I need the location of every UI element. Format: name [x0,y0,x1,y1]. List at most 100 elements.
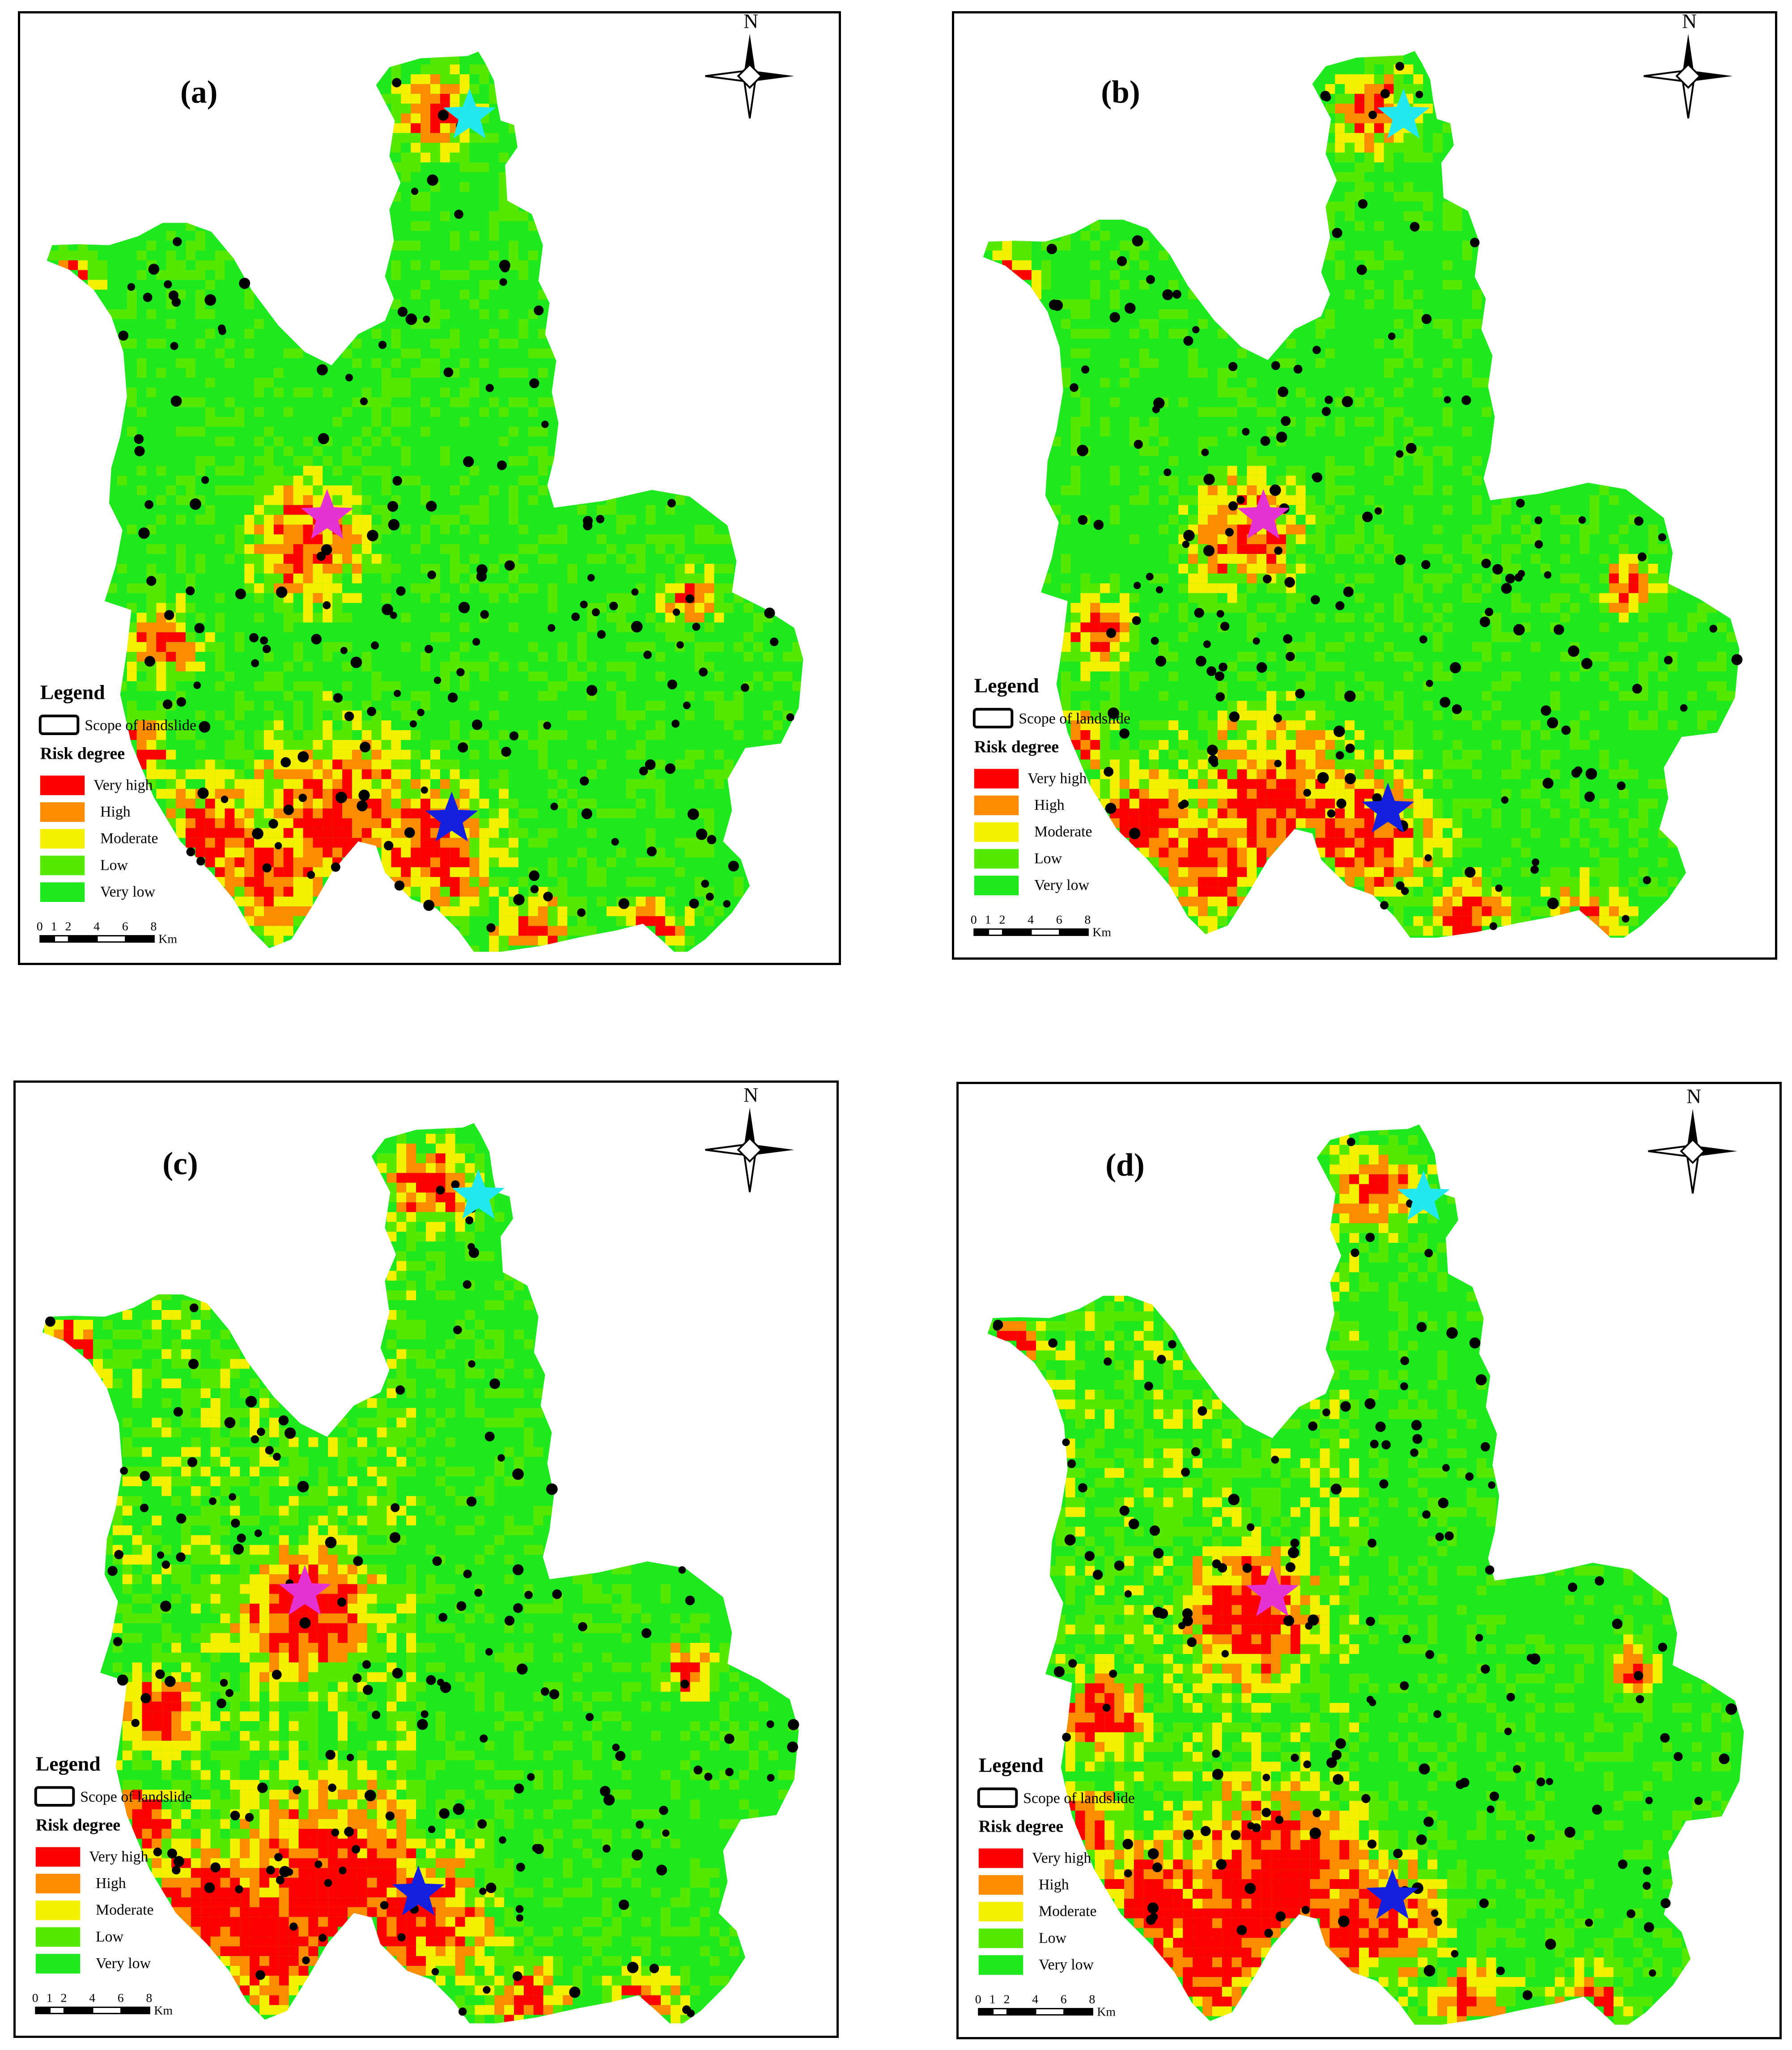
scale-tick: 6 [118,1991,124,2005]
landslide-point [1673,1752,1683,1761]
landslide-point [615,1751,626,1761]
landslide-point [1340,1401,1351,1412]
landslide-point [618,898,629,909]
scale-tick: 0 [975,1993,981,2007]
landslide-point [1527,1834,1535,1842]
landslide-point [659,1806,668,1815]
landslide-point [1513,624,1525,636]
landslide-point [1197,1406,1207,1416]
landslide-point [1218,1563,1227,1573]
landslide-point [1214,671,1225,681]
landslide-point [1308,1421,1318,1431]
landslide-point [1645,1797,1653,1804]
landslide-point [1465,867,1476,878]
scale-tick: 0 [37,920,43,934]
landslide-point [283,804,294,815]
star-south-icon [1366,1869,1419,1919]
landslide-point [1401,887,1409,895]
landslide-point [273,1453,281,1461]
landslide-point [1284,577,1295,588]
landslide-point [1444,396,1451,404]
landslide-point [1312,345,1321,354]
landslide-point [1361,1794,1371,1803]
landslide-point [451,1180,460,1189]
landslide-point [1456,1780,1465,1789]
landslide-point [1293,365,1303,374]
landslide-point [251,659,259,668]
landslide-point [331,1829,340,1837]
landslide-point [1362,511,1373,523]
landslide-point [1301,1905,1310,1914]
landslide-point [170,396,182,407]
landslide-point [468,1247,480,1258]
landslide-point [1534,516,1542,524]
landslide-point [437,110,449,121]
landslide-point [339,1867,347,1875]
landslide-point [692,622,701,631]
legend-item: Low [100,857,128,873]
landslide-point [1147,1902,1159,1914]
landslide-point [788,1719,799,1731]
landslide-point [1253,637,1260,645]
landslide-point [676,641,684,649]
legend-item: Moderate [1034,824,1092,840]
landslide-point [497,1454,505,1462]
landslide-point [1370,1440,1379,1449]
landslide-point [344,711,354,721]
landslide-point [1231,1830,1241,1840]
landslide-point [426,501,437,512]
landslide-point [1434,1918,1442,1926]
landslide-point [1345,773,1356,784]
landslide-point [550,803,558,811]
landslide-point [1542,778,1554,789]
landslide-point [463,1280,471,1289]
landslide-point [360,397,368,405]
landslide-point [1423,1816,1434,1827]
legend-item: Moderate [1039,1903,1097,1920]
north-label: N [1682,13,1697,33]
landslide-point [1333,725,1345,737]
landslide-point [1512,1765,1521,1774]
landslide-point [345,374,353,382]
landslide-point [254,1529,262,1537]
scale-tick: 1 [989,1993,996,2007]
landslide-point [436,1186,445,1195]
star-center-icon [1246,1566,1299,1616]
landslide-point [1578,516,1586,524]
landslide-point [1312,472,1323,483]
landslide-point [1220,621,1230,631]
landslide-point [635,1820,644,1829]
risk-title: Risk degree [40,744,125,763]
landslide-point [1108,707,1119,719]
landslide-point [548,624,556,632]
scale-tick: 8 [1089,1993,1095,2007]
landslide-point [239,277,251,289]
landslide-point [1488,1481,1495,1489]
landslide-point [140,1503,149,1513]
landslide-point [597,630,606,639]
landslide-point [221,795,229,803]
star-north-icon [452,1169,505,1219]
landslide-point [1064,1534,1076,1546]
landslide-point [1124,1869,1132,1878]
legend-swatch [978,1955,1023,1975]
landslide-point [656,1864,667,1876]
landslide-point [131,1718,140,1727]
landslide-point [164,610,174,620]
landslide-point [1658,1642,1667,1652]
landslide-point [1332,228,1342,238]
risk-title: Risk degree [979,1817,1063,1836]
landslide-point [1480,1442,1490,1452]
scale-tick: 6 [122,920,128,934]
legend-item: Very low [1034,877,1090,893]
landslide-point [204,1882,215,1893]
landslide-point [458,742,468,753]
legend: Legend Scope of landslide Risk degree Very … [977,1753,1135,1975]
landslide-point [1206,666,1217,676]
legend-item: Very high [89,1848,148,1865]
landslide-point [165,1676,176,1687]
landslide-point [328,1783,336,1792]
landslide-point [1400,1356,1410,1365]
landslide-point [1252,1823,1261,1833]
legend-item: Very high [1032,1850,1091,1866]
